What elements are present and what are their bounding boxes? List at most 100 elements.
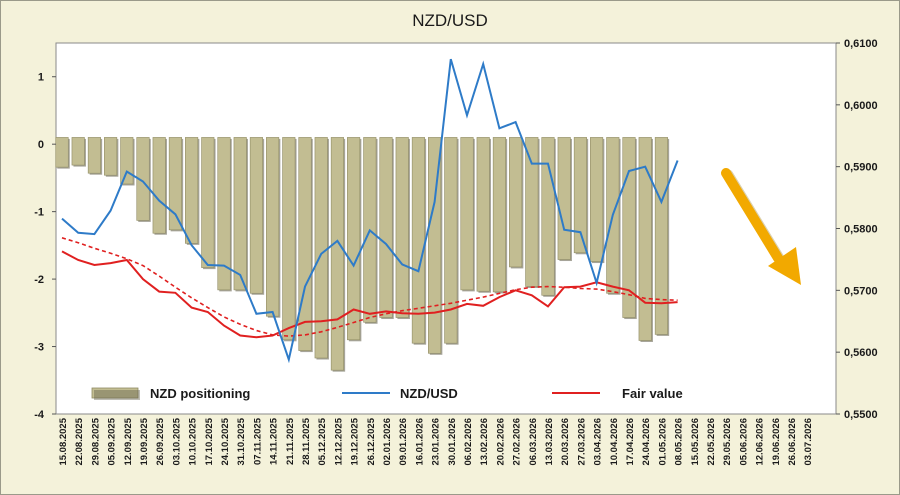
x-tick-label: 12.09.2025 [123,417,134,465]
x-tick-label: 09.01.2026 [398,418,409,466]
x-tick-label: 26.12.2025 [366,417,377,465]
x-tick-label: 02.01.2026 [382,418,393,466]
x-tick-label: 13.02.2026 [479,418,490,466]
positioning-bar [509,137,523,268]
x-tick-label: 05.12.2025 [317,417,328,465]
x-tick-label: 22.05.2026 [706,418,717,466]
positioning-bar [233,137,247,291]
positioning-bar [330,137,344,371]
x-tick-label: 13.03.2026 [544,418,555,466]
right-axis: 0,6100 0,6000 0,5900 0,5800 0,5700 0,5600 0,55… [836,38,878,421]
x-tick-label: 20.02.2026 [495,418,506,466]
chart-title: NZD/USD [412,11,488,30]
x-tick-label: 19.09.2025 [139,417,150,465]
right-tick-label: 0,5700 [844,285,878,297]
positioning-bar [411,137,425,344]
x-tick-label: 06.02.2026 [463,418,474,466]
x-tick-label: 05.06.2026 [738,418,749,466]
x-tick-label: 27.03.2026 [576,418,587,466]
positioning-bar [492,137,506,293]
positioning-bar [282,137,296,341]
x-tick-label: 17.10.2025 [204,417,215,465]
positioning-bar [168,137,182,231]
x-tick-label: 10.04.2026 [609,418,620,466]
positioning-bar [444,137,458,344]
x-tick-label: 26.06.2026 [787,418,798,466]
positioning-bar [379,137,393,318]
x-tick-label: 03.10.2025 [171,417,182,465]
right-tick-label: 0,5500 [844,409,878,421]
positioning-bar [347,137,361,341]
x-tick-label: 01.05.2026 [657,418,668,466]
right-tick-label: 0,5800 [844,224,878,236]
right-tick-label: 0,5600 [844,347,878,359]
x-tick-label: 15.08.2025 [58,417,69,465]
positioning-bar [249,137,263,294]
x-tick-label: 15.05.2026 [690,418,701,466]
x-tick-label: 30.01.2026 [447,418,458,466]
right-tick-label: 0,5900 [844,162,878,174]
x-axis: 15.08.2025 22.08.2025 29.08.2025 05.09.2025… [58,417,814,465]
positioning-bar [638,137,652,341]
x-tick-label: 20.03.2026 [560,418,571,466]
legend: NZD positioning NZD/USD Fair value [91,386,683,401]
positioning-bar [541,137,555,296]
positioning-bar [87,137,101,174]
positioning-bar [590,137,604,262]
left-tick-label: -3 [34,342,44,354]
legend-label-nzd-usd: NZD/USD [400,386,458,401]
arrow-head [768,247,801,285]
x-tick-label: 31.10.2025 [236,417,247,465]
x-tick-label: 21.11.2025 [285,417,296,465]
x-tick-label: 16.01.2026 [414,418,425,466]
nzd-usd-line [61,58,679,364]
trend-arrow-icon [721,168,801,285]
legend-swatch-shadow [94,390,140,400]
x-tick-label: 06.03.2026 [528,418,539,466]
positioning-bar [460,137,474,291]
fair-value-trend-line [61,237,678,337]
legend-label-fair-value: Fair value [622,386,683,401]
positioning-bar [185,137,199,244]
right-tick-label: 0,6100 [844,38,878,50]
positioning-bar [217,137,231,291]
x-tick-label: 19.12.2025 [350,417,361,465]
positioning-bar [136,137,150,221]
positioning-bars [55,137,670,372]
x-tick-label: 12.06.2026 [755,418,766,466]
positioning-bar [476,137,490,292]
x-tick-label: 23.01.2026 [431,418,442,466]
positioning-bar [152,137,166,234]
x-tick-label: 22.08.2025 [74,417,85,465]
left-tick-label: -1 [34,207,44,219]
positioning-bar [395,137,409,318]
x-tick-label: 03.07.2026 [803,418,814,466]
x-tick-label: 08.05.2026 [674,418,685,466]
left-tick-label: -2 [34,274,44,286]
x-tick-label: 29.08.2025 [90,417,101,465]
left-tick-label: -4 [34,409,45,421]
positioning-bar [428,137,442,354]
legend-swatch-positioning [91,387,139,399]
arrow-shaft [721,168,783,263]
legend-label-positioning: NZD positioning [150,386,250,401]
left-tick-label: 0 [38,139,44,151]
left-axis: 1 0 -1 -2 -3 -4 [34,72,56,421]
x-tick-label: 17.04.2026 [625,418,636,466]
positioning-bar [314,137,328,359]
positioning-bar [298,137,312,351]
x-tick-label: 24.04.2026 [641,418,652,466]
series-lines [61,58,679,364]
x-tick-label: 14.11.2025 [269,417,280,465]
positioning-bar [654,137,668,335]
x-tick-label: 28.11.2025 [301,417,312,465]
positioning-bar [201,137,215,268]
positioning-bar [120,137,134,185]
x-tick-label: 24.10.2025 [220,417,231,465]
x-tick-label: 03.04.2026 [593,418,604,466]
positioning-bar [71,137,85,166]
x-tick-label: 19.06.2026 [771,418,782,466]
fair-value-line [61,250,678,339]
positioning-bar [55,137,69,168]
